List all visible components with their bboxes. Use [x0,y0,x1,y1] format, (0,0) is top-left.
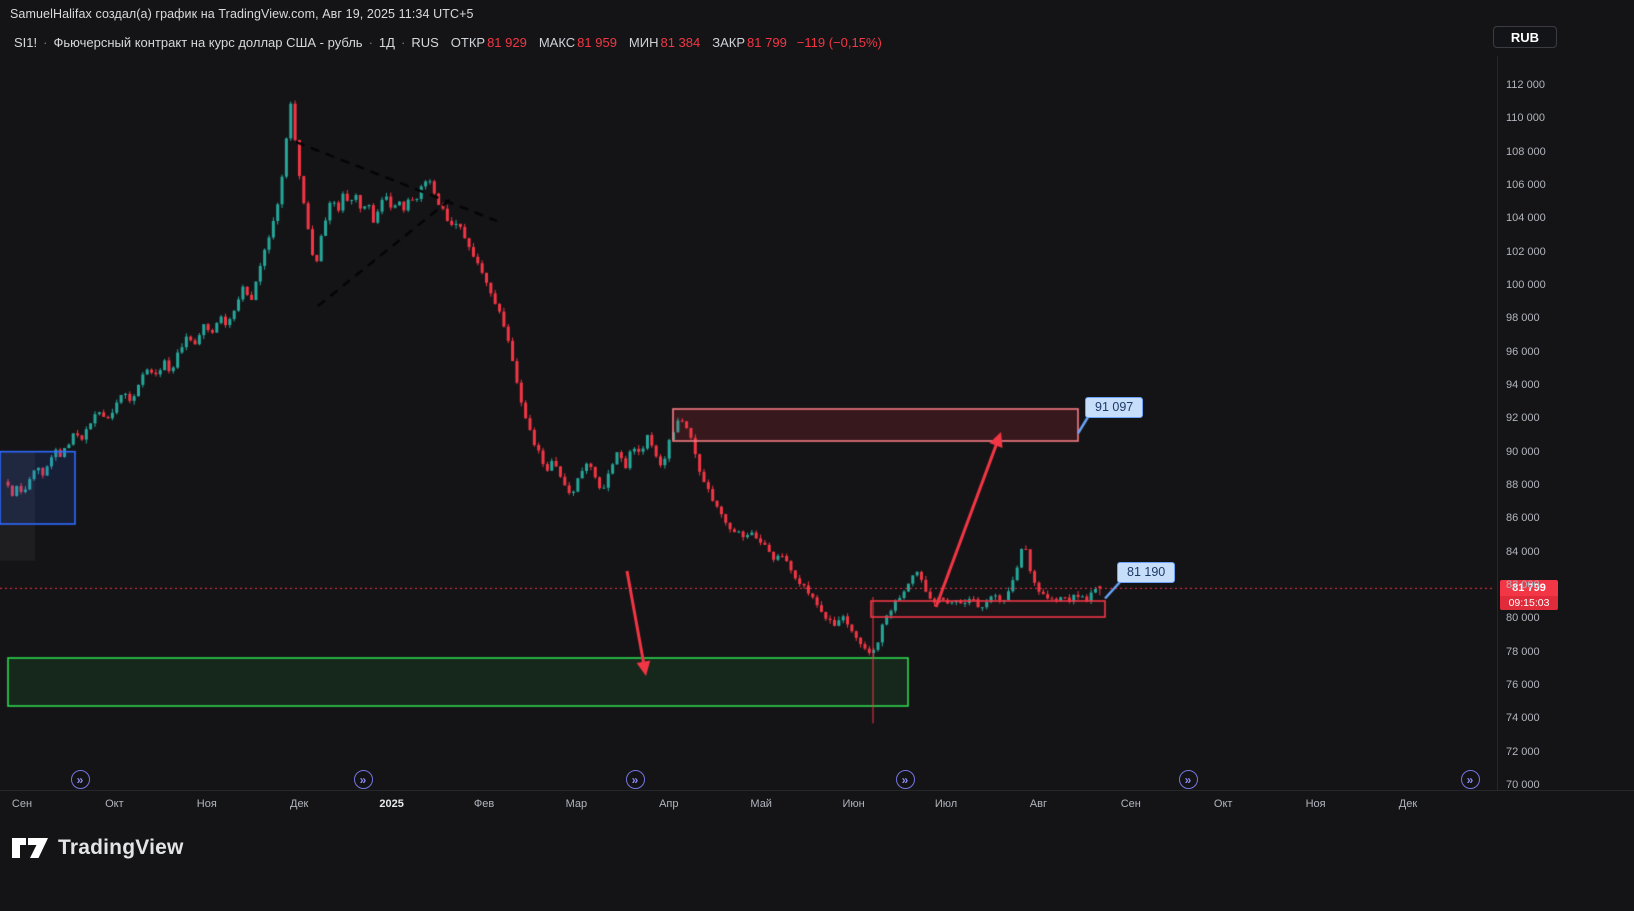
time-tick: Ноя [1305,798,1326,810]
exchange-label: RUS [411,35,439,50]
price-tick: 108 000 [1506,145,1546,158]
currency-button[interactable]: RUB [1493,26,1557,48]
low-value: 81 384 [660,35,701,50]
contract-rollover-icon[interactable]: » [1178,770,1198,789]
price-axis[interactable]: 81 799 09:15:03 112 000 110 000 108 000 106… [1497,56,1634,791]
price-tick: 74 000 [1506,712,1540,725]
time-tick: 2025 [379,798,404,810]
price-tick: 78 000 [1506,645,1540,658]
last-price-label[interactable]: 81 799 [1500,580,1558,597]
price-tick: 88 000 [1506,479,1540,491]
price-tick: 106 000 [1506,179,1546,191]
symbol-description: Фьючерсный контракт на курс доллар США -… [53,35,363,50]
price-tick: 80 000 [1506,612,1540,625]
price-tick: 72 000 [1506,745,1540,758]
time-tick: Ноя [196,798,217,810]
symbol-legend: SI1! · Фьючерсный контракт на курс долла… [14,35,882,50]
time-axis[interactable]: Сен Окт Ноя Дек 2025 Фев Мар Апр Май Июн Июл Авг Сен… [0,790,1634,818]
time-tick: Сен [1120,798,1141,810]
symbol-name[interactable]: SI1! [14,35,38,50]
price-tick: 82 000 [1506,579,1540,591]
ohlc-low: МИН 81 384 [629,35,700,50]
time-tick: Мар [565,798,588,810]
time-tick: Окт [1213,798,1233,810]
price-tick: 110 000 [1506,112,1545,125]
contract-rollover-icon[interactable]: » [895,770,915,789]
time-tick: Июл [934,798,958,810]
price-tick: 112 000 [1506,79,1545,91]
time-tick: Сен [11,798,33,810]
open-value: 81 929 [487,35,527,50]
time-tick: Окт [105,798,124,810]
chart-area[interactable]: 91 097 81 190 » » » » » » [0,56,1495,790]
tradingview-logo-icon [12,838,48,858]
contract-rollover-icon[interactable]: » [70,770,90,789]
tradingview-logo-text: TradingView [58,836,184,859]
time-tick: Дек [289,798,309,810]
change-value: −119 (−0,15%) [796,35,882,50]
close-label: ЗАКР [712,35,746,50]
legend-separator: · [43,35,48,50]
price-tick: 104 000 [1506,212,1546,225]
close-value: 81 799 [747,35,787,50]
time-tick: Фев [473,798,495,810]
high-label: МАКС [538,35,576,50]
price-tick: 92 000 [1506,412,1540,425]
price-tick: 70 000 [1506,779,1540,791]
contract-rollover-icon[interactable]: » [1460,770,1480,789]
price-callout-81190[interactable]: 81 190 [1117,562,1176,583]
time-tick: Апр [659,798,679,810]
open-label: ОТКР [450,35,486,50]
interval-label[interactable]: 1Д [378,35,395,50]
attribution-text: SamuelHalifax создал(а) график на Tradin… [10,7,474,21]
price-tick: 100 000 [1506,279,1546,291]
price-tick: 96 000 [1506,345,1540,358]
legend-separator: · [368,35,373,50]
price-tick: 102 000 [1506,245,1546,258]
time-tick: Дек [1398,798,1418,810]
high-value: 81 959 [577,35,617,50]
price-tick: 90 000 [1506,445,1540,458]
time-tick: Авг [1029,798,1047,810]
ohlc-open: ОТКР 81 929 [451,35,527,50]
legend-separator: · [400,35,406,50]
price-callout-91097[interactable]: 91 097 [1085,397,1144,418]
contract-rollover-icon[interactable]: » [353,770,373,789]
price-tick: 76 000 [1506,679,1540,691]
time-tick: Май [750,798,772,810]
price-tick: 86 000 [1506,512,1540,525]
tradingview-logo[interactable]: TradingView [10,834,184,862]
ohlc-close: ЗАКР 81 799 [712,35,787,50]
time-tick: Июн [842,798,865,810]
price-tick: 94 000 [1506,379,1540,391]
low-label: МИН [628,35,659,50]
candlestick-chart-canvas[interactable] [0,56,1495,790]
contract-rollover-icon[interactable]: » [625,770,645,789]
price-tick: 84 000 [1506,545,1540,558]
bar-countdown-timer: 09:15:03 [1500,596,1558,611]
ohlc-high: МАКС 81 959 [539,35,617,50]
price-tick: 98 000 [1506,312,1540,325]
